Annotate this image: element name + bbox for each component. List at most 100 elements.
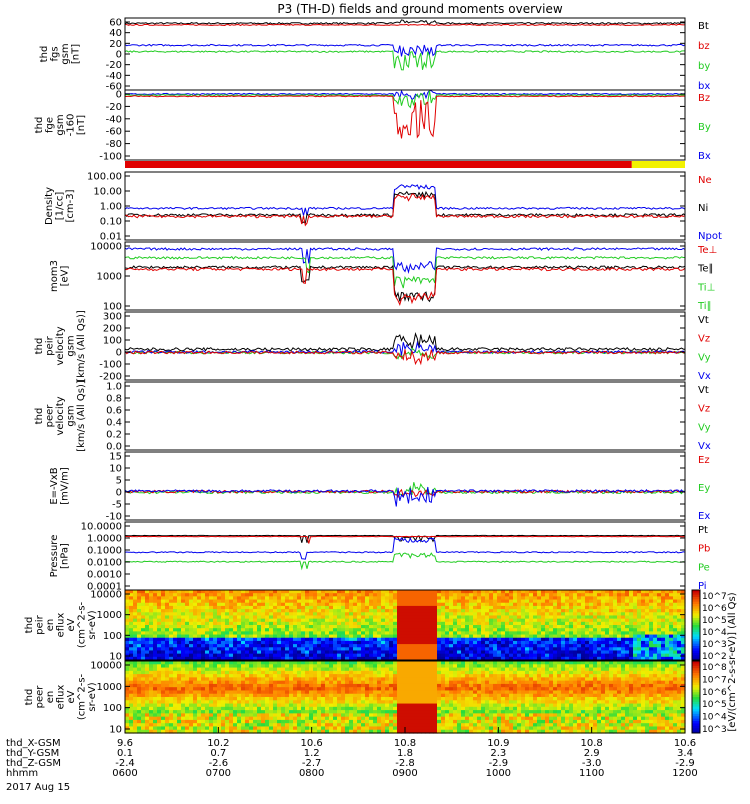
legend-by: By [698,122,711,133]
y-tick-label: 20 [109,39,122,50]
y-tick-label: -60 [106,127,122,138]
legend-ti⊥: Ti⊥ [697,282,715,293]
y-tick-label: -40 [106,114,122,125]
panel-frame [125,382,685,450]
legend-vt: Vt [698,315,709,326]
panel-frame [125,522,685,590]
y-tick-label: 0 [116,488,122,499]
y-axis-label: gsm [55,114,66,135]
y-axis-label: (cm^2-s- [77,601,88,648]
y-tick-label: 40 [109,28,122,39]
y-tick-label: 0.1000 [87,546,122,557]
y-axis-label: [cm-3] [65,189,76,222]
legend-te⊥: Te⊥ [697,245,717,256]
y-axis-label: [km/s (All Qs)] [76,380,87,452]
series-line-green [125,553,685,569]
y-tick-label: 10.00 [93,187,122,198]
legend-bt: Bt [698,21,709,32]
y-axis-label: eflux [56,613,67,638]
legend-vy: Vy [698,422,711,433]
y-tick-label: 0 [116,348,122,359]
series-line-red [125,24,685,25]
y-axis-label: -160 [66,114,77,137]
legend-vx: Vx [698,371,711,382]
y-tick-label: 0 [116,90,122,101]
y-axis-label: peir [45,335,56,355]
strip-segment-2 [632,161,685,168]
series-line-blue [125,185,685,216]
plot-title: P3 (TH-D) fields and ground moments over… [277,2,562,16]
y-axis-label: thd [24,617,35,634]
y-axis-label: [km/s (All Qs)] [76,310,87,382]
y-tick-label: -20 [106,102,122,113]
y-axis-label: Pressure [49,535,60,578]
legend-vz: Vz [698,334,710,345]
series-line-black [125,20,685,24]
legend-bz: bz [698,41,710,52]
legend-ex: Ex [698,511,710,522]
y-axis-label: thd [34,117,45,134]
y-tick-label: 10 [109,464,122,475]
series-line-red [125,194,685,225]
y-tick-label: -5 [112,500,122,511]
y-axis-label: eV [66,618,77,631]
series-line-red [125,96,685,139]
y-axis-label: [mV/m] [60,467,71,505]
panel-frame [125,172,685,240]
y-axis-label: [eV] [60,266,71,287]
legend-ne: Ne [698,175,712,186]
y-tick-label: 60 [109,18,122,29]
y-axis-label: velocity [55,396,66,435]
legend-bz: Bz [698,93,710,104]
y-axis-label: [1/cc] [55,192,66,221]
y-axis-label: peer [45,404,56,428]
legend-ni: Ni [698,203,708,214]
y-axis-label: thd [39,46,50,63]
y-tick-label: 1.0000 [87,534,122,545]
y-tick-label: 1.0 [106,382,122,393]
y-tick-label: 1000 [97,610,122,621]
y-tick-label: 100 [103,631,122,642]
legend-vy: Vy [698,352,711,363]
y-tick-label: 0.0010 [87,570,122,581]
y-axis-label: peir [35,614,46,634]
legend-vx: Vx [698,441,711,452]
y-axis-label: fgs [50,46,61,61]
y-axis-label: mom3 [49,260,60,292]
panel-9: 10.00001.00000.10000.01000.00100.0001Pre… [49,522,710,593]
y-tick-label: 0.8 [106,394,122,405]
panel-4: 100.0010.001.000.100.01Density[1/cc][cm-… [44,172,722,243]
y-axis-label: [nT] [71,44,82,64]
y-tick-label: 10.0000 [81,522,122,533]
y-tick-label: 300 [103,312,122,323]
y-tick-label: 15 [109,452,122,463]
y-tick-label: 10000 [90,242,122,253]
y-tick-label: -20 [106,60,122,71]
legend-ti∥: Ti∥ [697,301,712,312]
legend-bx: Bx [698,151,711,162]
y-tick-label: 5 [116,476,122,487]
y-tick-label: 0.6 [106,406,122,417]
y-axis-label: Density [44,187,55,225]
y-tick-label: 1000 [97,272,122,283]
y-axis-label: gsm [60,43,71,64]
legend-pt: Pt [698,525,708,536]
y-tick-label: 100.00 [87,172,122,183]
y-tick-label: -100 [99,152,122,163]
panel-3 [125,161,685,168]
legend-pb: Pb [698,544,710,555]
y-axis-label: gsm [66,405,77,426]
y-axis-label: E=-VxB [49,467,60,504]
legend-by: by [698,61,710,72]
y-tick-label: 200 [103,324,122,335]
y-tick-label: 0.10 [100,217,122,228]
